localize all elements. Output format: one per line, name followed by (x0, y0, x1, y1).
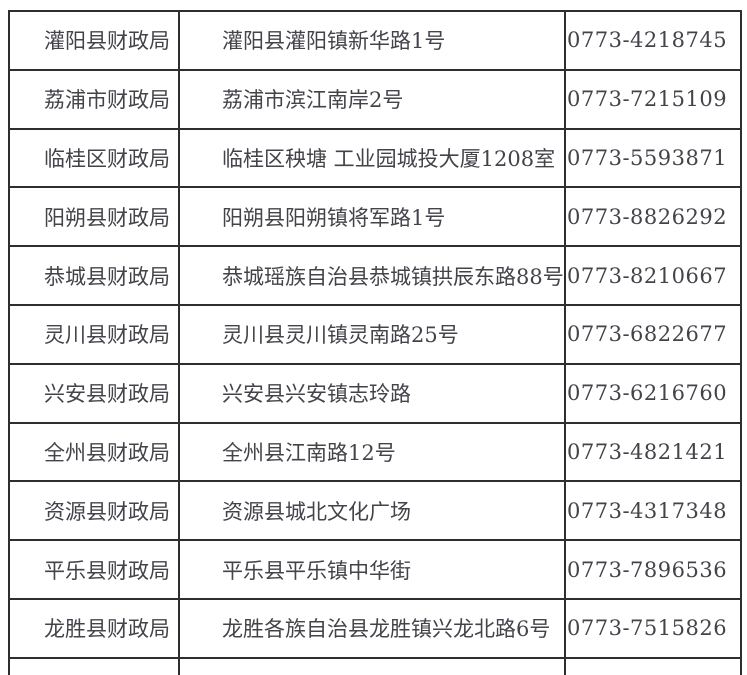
address-cell: 灌阳县灌阳镇新华路1号 (178, 10, 566, 71)
table-row: 平乐县财政局 平乐县平乐镇中华街 0773-7896536 (8, 539, 742, 600)
table-body: 灌阳县财政局 灌阳县灌阳镇新华路1号 0773-4218745 荔浦市财政局 荔… (8, 10, 742, 675)
bureau-name-cell: 灵川县财政局 (8, 303, 180, 365)
bureau-name-cell: 恭城县财政局 (8, 245, 180, 306)
phone-cell: 0773-4218745 (564, 10, 742, 71)
address-cell: 全州县江南路12号 (178, 421, 566, 483)
table-row: 全州县财政局 全州县江南路12号 0773-4821421 (8, 421, 742, 483)
bureau-name-cell: 全州县财政局 (8, 421, 180, 483)
address-cell: 荔浦市滨江南岸2号 (178, 68, 566, 130)
bureau-name-cell: 临桂区财政局 (8, 127, 180, 189)
bureau-name-cell: 荔浦市财政局 (8, 68, 180, 130)
address-cell: 兴安县兴安镇志玲路 (178, 362, 566, 424)
finance-bureau-contact-table: 灌阳县财政局 灌阳县灌阳镇新华路1号 0773-4218745 荔浦市财政局 荔… (8, 10, 742, 675)
bureau-name-cell: 龙胜县财政局 (8, 597, 180, 659)
bureau-name-cell: 阳朔县财政局 (8, 186, 180, 248)
phone-cell: 0773-7515826 (564, 597, 742, 659)
address-cell: 永福县永福镇风阁路10号 (178, 656, 566, 675)
table-row: 资源县财政局 资源县城北文化广场 0773-4317348 (8, 480, 742, 542)
table-row: 灌阳县财政局 灌阳县灌阳镇新华路1号 0773-4218745 (8, 10, 742, 71)
address-cell: 龙胜各族自治县龙胜镇兴龙北路6号 (178, 597, 566, 659)
bureau-name-cell: 资源县财政局 (8, 480, 180, 542)
phone-cell: 0773-8210667 (564, 245, 742, 306)
table-row: 灵川县财政局 灵川县灵川镇灵南路25号 0773-6822677 (8, 303, 742, 365)
address-cell: 灵川县灵川镇灵南路25号 (178, 303, 566, 365)
table-row: 阳朔县财政局 阳朔县阳朔镇将军路1号 0773-8826292 (8, 186, 742, 248)
bureau-name-cell: 灌阳县财政局 (8, 10, 180, 71)
bureau-name-cell: 兴安县财政局 (8, 362, 180, 424)
table-row: 龙胜县财政局 龙胜各族自治县龙胜镇兴龙北路6号 0773-7515826 (8, 597, 742, 659)
phone-cell: 0773-7215109 (564, 68, 742, 130)
phone-cell: 0773-5593871 (564, 127, 742, 189)
address-cell: 临桂区秧塘 工业园城投大厦1208室 (178, 127, 566, 189)
table-row: 荔浦市财政局 荔浦市滨江南岸2号 0773-7215109 (8, 68, 742, 130)
address-cell: 阳朔县阳朔镇将军路1号 (178, 186, 566, 248)
phone-cell: 0773-7896536 (564, 539, 742, 600)
bureau-name-cell: 平乐县财政局 (8, 539, 180, 600)
bureau-name-cell: 永福县财政局 (8, 656, 180, 675)
phone-cell: 0773-6822677 (564, 303, 742, 365)
address-cell: 资源县城北文化广场 (178, 480, 566, 542)
address-cell: 平乐县平乐镇中华街 (178, 539, 566, 600)
table-row: 永福县财政局 永福县永福镇风阁路10号 0773-8518391 (8, 656, 742, 675)
phone-cell: 0773-4317348 (564, 480, 742, 542)
address-cell: 恭城瑶族自治县恭城镇拱辰东路88号 (178, 245, 566, 306)
phone-cell: 0773-8826292 (564, 186, 742, 248)
phone-cell: 0773-8518391 (564, 656, 742, 675)
table-row: 恭城县财政局 恭城瑶族自治县恭城镇拱辰东路88号 0773-8210667 (8, 245, 742, 306)
phone-cell: 0773-4821421 (564, 421, 742, 483)
table-row: 兴安县财政局 兴安县兴安镇志玲路 0773-6216760 (8, 362, 742, 424)
table-row: 临桂区财政局 临桂区秧塘 工业园城投大厦1208室 0773-5593871 (8, 127, 742, 189)
phone-cell: 0773-6216760 (564, 362, 742, 424)
